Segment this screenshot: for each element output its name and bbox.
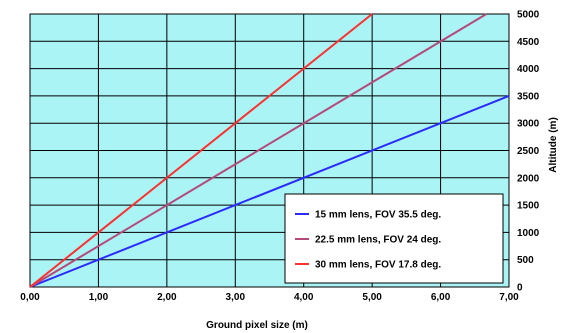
y-tick-label: 2500 (517, 146, 540, 157)
y-tick-label: 4000 (517, 64, 540, 75)
x-tick-labels: 0,00 1,00 2,00 3,00 4,00 5,00 6,00 7,00 (20, 292, 519, 303)
y-tick-label: 500 (517, 255, 534, 266)
series-line-0 (29, 94, 510, 288)
legend: 15 mm lens, FOV 35.5 deg. 22.5 mm lens, F… (284, 193, 504, 284)
series-line-1 (29, 13, 487, 288)
x-tick-label: 4,00 (294, 292, 314, 303)
y-tick-label: 3500 (517, 91, 540, 102)
y-tick-label: 1000 (517, 228, 540, 239)
y-tick-label: 1500 (517, 201, 540, 212)
y-tick-label: 2000 (517, 173, 540, 184)
y-tick-label: 0 (517, 283, 523, 294)
legend-label-1: 22.5 mm lens, FOV 24 deg. (315, 235, 441, 246)
x-tick-label: 6,00 (431, 292, 451, 303)
plot-frame (29, 13, 510, 288)
y-tick-label: 3000 (517, 119, 540, 130)
legend-box (284, 193, 504, 284)
legend-label-0: 15 mm lens, FOV 35.5 deg. (315, 210, 441, 221)
series-line-2 (29, 13, 373, 288)
x-tick-label: 3,00 (226, 292, 246, 303)
y-tick-label: 5000 (517, 10, 540, 21)
x-tick-label: 7,00 (499, 292, 519, 303)
series-lines (29, 13, 510, 288)
legend-label-2: 30 mm lens, FOV 17.8 deg. (315, 260, 441, 271)
x-axis-title: Ground pixel size (m) (206, 320, 308, 331)
x-tick-label: 1,00 (89, 292, 109, 303)
x-tick-label: 0,00 (20, 292, 40, 303)
x-tick-label: 5,00 (362, 292, 382, 303)
x-tick-label: 2,00 (157, 292, 177, 303)
y-tick-labels: 0 500 1000 1500 2000 2500 3000 3500 4000 4500 5000 (517, 10, 540, 294)
y-axis-title: Altitude (m) (548, 117, 559, 173)
y-tick-label: 4500 (517, 37, 540, 48)
